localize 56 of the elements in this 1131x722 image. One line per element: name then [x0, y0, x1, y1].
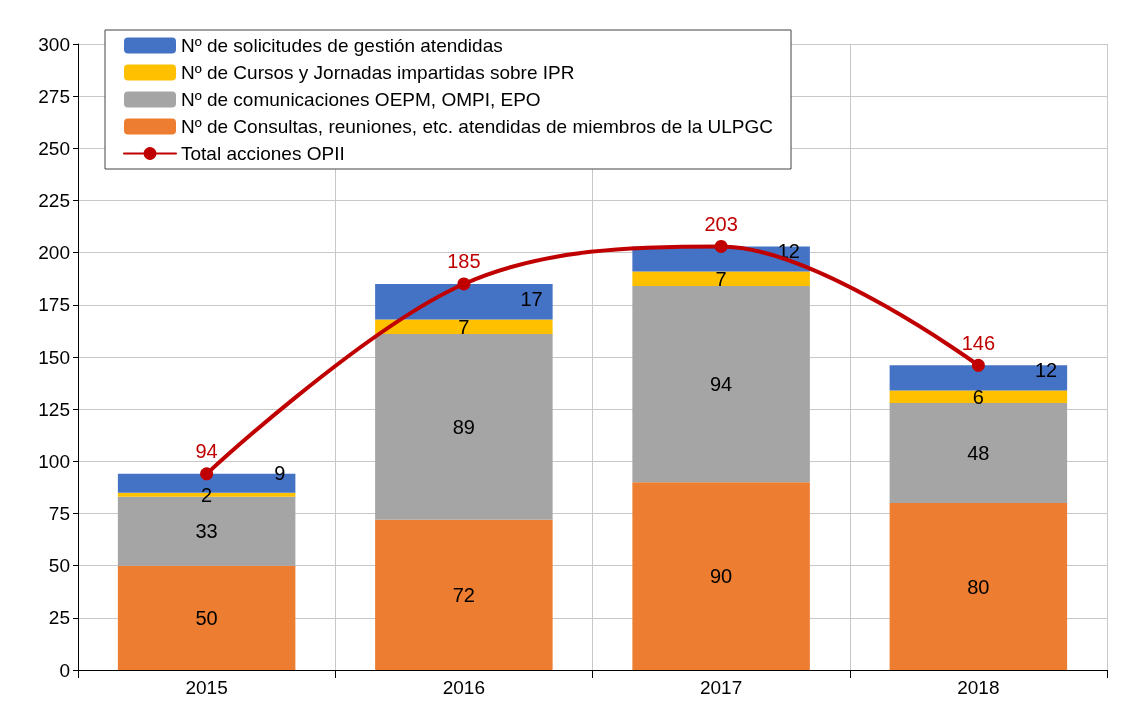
data-label: 94 — [710, 373, 733, 396]
y-tick-label: 75 — [48, 503, 70, 524]
y-tick-label: 250 — [38, 137, 70, 159]
data-label: 33 — [195, 520, 218, 543]
data-label: 94 — [195, 440, 218, 463]
bar — [375, 519, 553, 670]
point — [200, 467, 214, 481]
data-label: 72 — [452, 583, 475, 606]
point — [457, 277, 471, 291]
legend-label: Nº de Consultas, reuniones, etc. atendidas de miembros de la ULPGC — [181, 116, 774, 137]
y-tick-label: 200 — [38, 242, 70, 264]
data-label: 17 — [520, 288, 543, 311]
y-tick-label: 50 — [48, 555, 70, 577]
bar — [375, 319, 553, 335]
data-label: 80 — [967, 575, 990, 598]
y-tick-label: 300 — [38, 33, 70, 55]
bar — [889, 390, 1068, 403]
bar — [889, 402, 1068, 504]
bar — [889, 365, 1068, 391]
bar — [117, 565, 296, 670]
data-label: 146 — [961, 331, 996, 354]
data-label: 2 — [201, 483, 213, 506]
x-tick-label: 2016 — [442, 677, 486, 698]
data-label: 7 — [458, 315, 470, 338]
y-tick-label: 0 — [59, 659, 70, 681]
bar — [375, 283, 553, 320]
legend-label: Nº de solicitudes de gestión atendidas — [181, 35, 503, 56]
x-tick-label: 2018 — [957, 677, 1000, 698]
data-label: 89 — [452, 415, 475, 438]
bar — [375, 334, 553, 520]
point — [971, 358, 985, 372]
y-tick-label: 125 — [38, 398, 70, 420]
data-label: 12 — [1034, 359, 1058, 382]
bar — [632, 271, 810, 287]
y-tick-label: 100 — [38, 450, 70, 472]
data-label: 90 — [710, 565, 733, 588]
y-tick-label: 275 — [38, 85, 70, 107]
x-tick-label: 2017 — [699, 677, 743, 698]
y-tick-label: 175 — [38, 294, 70, 316]
data-label: 6 — [972, 385, 984, 408]
data-label: 203 — [704, 212, 738, 235]
data-label: 7 — [715, 267, 727, 290]
legend-label: Nº de Cursos y Jornadas impartidas sobre IPR — [181, 62, 575, 83]
legend-label: Total acciones OPII — [181, 143, 345, 164]
bar — [889, 503, 1068, 670]
data-label: 48 — [967, 441, 990, 464]
bar — [632, 482, 810, 670]
y-tick-label: 225 — [38, 190, 70, 211]
bar — [632, 286, 810, 483]
legend-label: Nº de comunicaciones OEPM, OMPI, EPO — [181, 89, 541, 110]
x-tick-label: 2015 — [185, 677, 228, 698]
data-label: 185 — [447, 250, 481, 273]
data-label: 50 — [195, 606, 218, 629]
point — [714, 239, 728, 253]
y-tick-label: 25 — [48, 607, 70, 629]
y-tick-label: 150 — [38, 346, 70, 368]
